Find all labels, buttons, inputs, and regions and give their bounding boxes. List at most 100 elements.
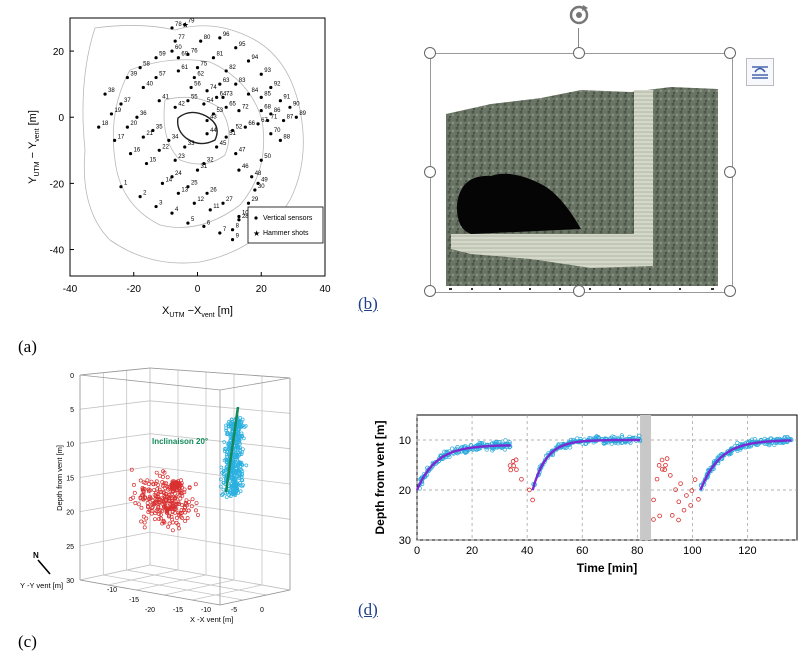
sensor-point [138, 195, 142, 199]
rotate-handle[interactable] [566, 2, 592, 28]
sensor-point [269, 112, 273, 116]
x-tick-label: -20 [145, 607, 155, 614]
red-point [692, 477, 698, 482]
sensor-label: 9 [236, 234, 240, 240]
sensor-label: 3 [159, 201, 163, 207]
sensor-label: 82 [229, 65, 236, 71]
red-point [193, 482, 198, 487]
resize-handle-bottom-left[interactable] [424, 285, 436, 297]
sensor-point [186, 185, 190, 189]
z-tick-label: 30 [66, 578, 74, 585]
red-point [149, 511, 154, 516]
box-edge [79, 374, 221, 391]
sensor-label: 24 [175, 171, 182, 177]
red-point [190, 497, 195, 502]
sensor-point [141, 135, 145, 139]
sensor-label: 72 [242, 105, 249, 111]
cyan-point [225, 432, 230, 436]
sensor-label: 68 [264, 105, 271, 111]
red-point [156, 496, 161, 501]
sensor-point [202, 224, 206, 228]
grid-line [79, 498, 151, 513]
sensor-point [186, 221, 190, 225]
resize-handle-left[interactable] [424, 166, 436, 178]
resize-handle-bottom[interactable] [573, 285, 585, 297]
red-point [142, 487, 147, 492]
cyan-point [235, 474, 240, 478]
x-tick-label: 100 [683, 545, 701, 557]
sensor-point [202, 161, 206, 166]
red-point [182, 490, 187, 495]
sensor-point [144, 161, 149, 166]
red-point [153, 511, 158, 516]
sensor-point [125, 125, 129, 129]
x-tick-label: -10 [201, 607, 211, 614]
sensor-point [237, 109, 241, 113]
resize-handle-top-right[interactable] [724, 47, 736, 59]
red-point [678, 481, 683, 486]
sensor-label: 75 [201, 62, 208, 68]
sensor-point [243, 125, 247, 129]
sensor-point [97, 125, 101, 129]
red-point [511, 463, 516, 468]
red-point [168, 505, 173, 509]
sensor-label: 40 [146, 81, 153, 87]
red-point [663, 462, 668, 468]
cyan-point [237, 440, 241, 444]
cyan-point [752, 437, 757, 442]
red-point [172, 486, 177, 491]
red-point [170, 486, 175, 491]
data-gap-band [640, 415, 652, 540]
sensor-point [259, 95, 263, 99]
sensor-point [176, 69, 180, 73]
red-point [164, 498, 169, 503]
red-point [147, 496, 152, 501]
sensor-label: 45 [220, 141, 227, 147]
sensor-point [176, 56, 180, 60]
red-point [170, 528, 175, 533]
cyan-point [568, 437, 574, 443]
sensor-label: 2 [143, 191, 147, 197]
sensor-label: 38 [108, 88, 115, 94]
red-point [193, 508, 198, 513]
resize-handle-top[interactable] [573, 47, 585, 59]
sensor-point [170, 26, 174, 30]
resize-handle-top-left[interactable] [424, 47, 436, 59]
sensor-point [250, 175, 254, 179]
sensor-point [230, 238, 235, 242]
x-tick-label: 40 [319, 284, 331, 295]
sensor-label: 44 [210, 128, 217, 134]
z-tick-label: 5 [70, 407, 74, 414]
cyan-point [220, 470, 225, 475]
sensor-label: 89 [299, 111, 306, 117]
y-axis-label: Depth from vent [m] [373, 420, 387, 534]
sensor-label: 26 [210, 187, 217, 193]
x-tick-label: -40 [63, 284, 78, 295]
resize-handle-right[interactable] [724, 166, 736, 178]
red-point [158, 516, 163, 521]
red-point [161, 518, 166, 523]
x-tick-label: -20 [127, 284, 142, 295]
sensor-label: 7 [223, 227, 227, 233]
red-point [140, 487, 145, 492]
sensor-point [192, 201, 196, 205]
sensor-label: 84 [252, 88, 259, 94]
layout-options-button[interactable] [746, 58, 774, 86]
grid-line [79, 531, 151, 547]
resize-handle-bottom-right[interactable] [724, 285, 736, 297]
y-tick-label: 10 [399, 435, 411, 447]
red-point [152, 488, 156, 492]
red-point [166, 514, 171, 519]
sensor-point [170, 211, 174, 215]
red-point [171, 494, 176, 499]
z-tick-label: 0 [70, 373, 74, 380]
cyan-point [735, 440, 740, 446]
red-point [141, 497, 146, 502]
cyan-point [229, 476, 234, 481]
cyan-point [238, 483, 243, 487]
red-point [162, 483, 167, 488]
red-point [142, 525, 147, 530]
sensor-point [221, 95, 225, 99]
selected-image-frame[interactable] [430, 53, 733, 293]
cyan-point [228, 435, 233, 439]
